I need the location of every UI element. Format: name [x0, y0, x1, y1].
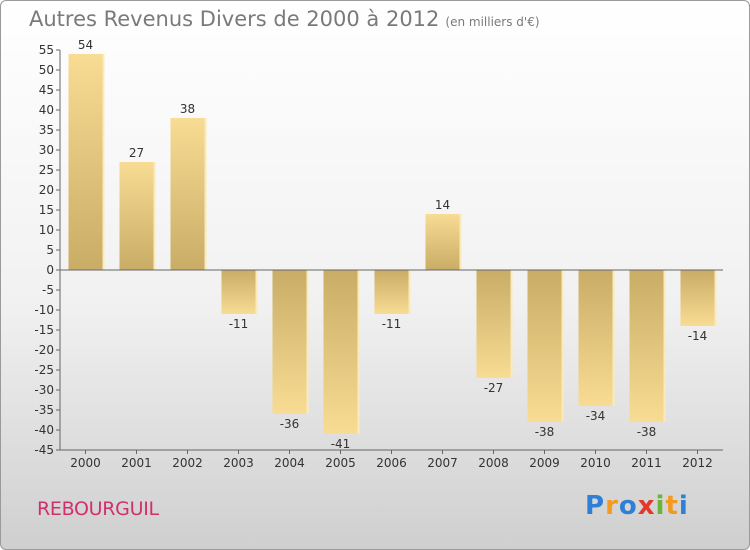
place-name: REBOURGUIL: [37, 498, 159, 520]
y-tick-label: 15: [39, 203, 54, 217]
data-label-2002: 38: [180, 102, 195, 116]
y-tick-label: 5: [46, 243, 54, 257]
y-tick-label: 50: [39, 63, 54, 77]
data-label-2009: -38: [535, 425, 555, 439]
x-tick-label-2009: 2009: [529, 456, 560, 470]
chart-subtitle: (en milliers d'€): [445, 15, 540, 29]
x-tick-label-2010: 2010: [580, 456, 611, 470]
bar-2003: [221, 270, 256, 314]
proxiti-logo: Proxiti: [585, 491, 689, 521]
x-tick-label-2000: 2000: [70, 456, 101, 470]
data-label-2003: -11: [229, 317, 249, 331]
y-tick-label: -15: [34, 323, 54, 337]
data-label-2000: 54: [78, 38, 93, 52]
chart-title: Autres Revenus Divers de 2000 à 2012 (en …: [29, 7, 540, 31]
bar-2002: [170, 118, 205, 270]
data-label-2005: -41: [331, 437, 351, 451]
y-tick-label: 25: [39, 163, 54, 177]
bar-2008: [476, 270, 511, 378]
y-tick-label: 20: [39, 183, 54, 197]
y-tick-label: -10: [34, 303, 54, 317]
bar-2004: [272, 270, 307, 414]
bar-2009: [527, 270, 562, 422]
bar-2000: [68, 54, 103, 270]
x-tick-label-2002: 2002: [172, 456, 203, 470]
bar-2006: [374, 270, 409, 314]
y-tick-label: 55: [39, 43, 54, 57]
bar-2005: [323, 270, 358, 434]
y-tick-label: 45: [39, 83, 54, 97]
y-tick-label: -45: [34, 443, 54, 457]
bar-2011: [629, 270, 664, 422]
x-tick-label-2011: 2011: [631, 456, 662, 470]
x-tick-label-2007: 2007: [427, 456, 458, 470]
chart-title-text: Autres Revenus Divers de 2000 à 2012: [29, 7, 440, 31]
y-tick-label: 40: [39, 103, 54, 117]
data-label-2004: -36: [280, 417, 300, 431]
y-tick-label: -25: [34, 363, 54, 377]
y-tick-label: -20: [34, 343, 54, 357]
data-label-2011: -38: [637, 425, 657, 439]
y-tick-label: 0: [46, 263, 54, 277]
x-tick-label-2005: 2005: [325, 456, 356, 470]
y-tick-label: 35: [39, 123, 54, 137]
x-tick-label-2012: 2012: [682, 456, 713, 470]
y-tick-label: -30: [34, 383, 54, 397]
data-label-2006: -11: [382, 317, 402, 331]
y-tick-label: -5: [42, 283, 54, 297]
x-tick-label-2008: 2008: [478, 456, 509, 470]
bar-2007: [425, 214, 460, 270]
y-tick-label: 30: [39, 143, 54, 157]
x-tick-label-2003: 2003: [223, 456, 254, 470]
data-label-2007: 14: [435, 198, 450, 212]
data-label-2001: 27: [129, 146, 144, 160]
x-tick-label-2001: 2001: [121, 456, 152, 470]
y-tick-label: 10: [39, 223, 54, 237]
x-tick-label-2006: 2006: [376, 456, 407, 470]
bar-2010: [578, 270, 613, 406]
data-label-2010: -34: [586, 409, 606, 423]
data-label-2012: -14: [688, 329, 708, 343]
bar-2001: [119, 162, 154, 270]
y-tick-label: -35: [34, 403, 54, 417]
bar-2012: [680, 270, 715, 326]
y-tick-label: -40: [34, 423, 54, 437]
x-tick-label-2004: 2004: [274, 456, 305, 470]
data-label-2008: -27: [484, 381, 504, 395]
